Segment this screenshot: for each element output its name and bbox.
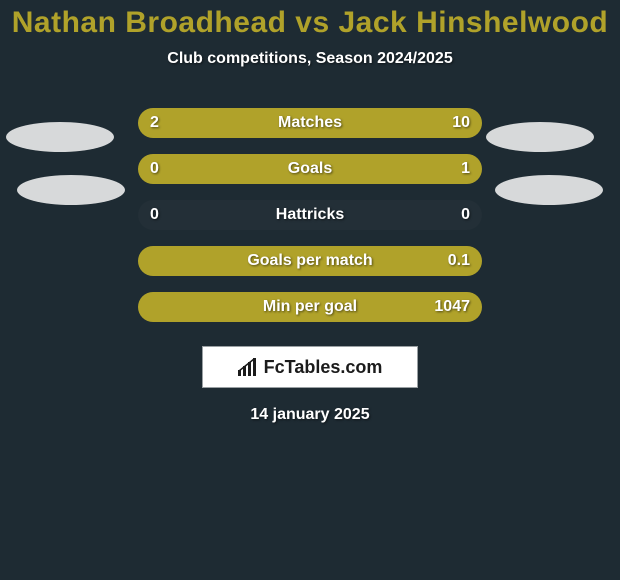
subtitle: Club competitions, Season 2024/2025 <box>0 50 620 68</box>
bar-label: Goals per match <box>247 252 372 270</box>
barchart-icon <box>238 358 260 376</box>
badge-text-fc: Fc <box>264 357 285 377</box>
bar-track: Goals per match 0.1 <box>138 246 482 276</box>
source-badge: FcTables.com <box>202 346 418 388</box>
decorative-ellipse <box>17 175 125 205</box>
bar-track: Matches 2 10 <box>138 108 482 138</box>
stat-row: Min per goal 1047 <box>0 292 620 322</box>
page-title: Nathan Broadhead vs Jack Hinshelwood <box>0 0 620 40</box>
bar-label: Matches <box>278 114 342 132</box>
stat-row: Goals per match 0.1 <box>0 246 620 276</box>
bar-left-value: 0 <box>150 160 159 178</box>
bar-right-value: 0 <box>461 206 470 224</box>
badge-text-rest: Tables.com <box>285 357 383 377</box>
decorative-ellipse <box>486 122 594 152</box>
comparison-infographic: Nathan Broadhead vs Jack Hinshelwood Clu… <box>0 0 620 580</box>
bar-left-fill <box>138 108 196 138</box>
bar-track: Hattricks 0 0 <box>138 200 482 230</box>
decorative-ellipse <box>495 175 603 205</box>
bar-left-value: 0 <box>150 206 159 224</box>
stat-row: Hattricks 0 0 <box>0 200 620 230</box>
bar-right-value: 1 <box>461 160 470 178</box>
bar-label: Hattricks <box>276 206 344 224</box>
bar-track: Goals 0 1 <box>138 154 482 184</box>
decorative-ellipse <box>6 122 114 152</box>
bar-right-value: 1047 <box>434 298 470 316</box>
bar-right-value: 0.1 <box>448 252 470 270</box>
badge-text: FcTables.com <box>264 357 383 378</box>
bar-track: Min per goal 1047 <box>138 292 482 322</box>
bar-left-value: 2 <box>150 114 159 132</box>
bar-label: Goals <box>288 160 332 178</box>
generated-date: 14 january 2025 <box>0 406 620 424</box>
bar-right-value: 10 <box>452 114 470 132</box>
bar-label: Min per goal <box>263 298 357 316</box>
